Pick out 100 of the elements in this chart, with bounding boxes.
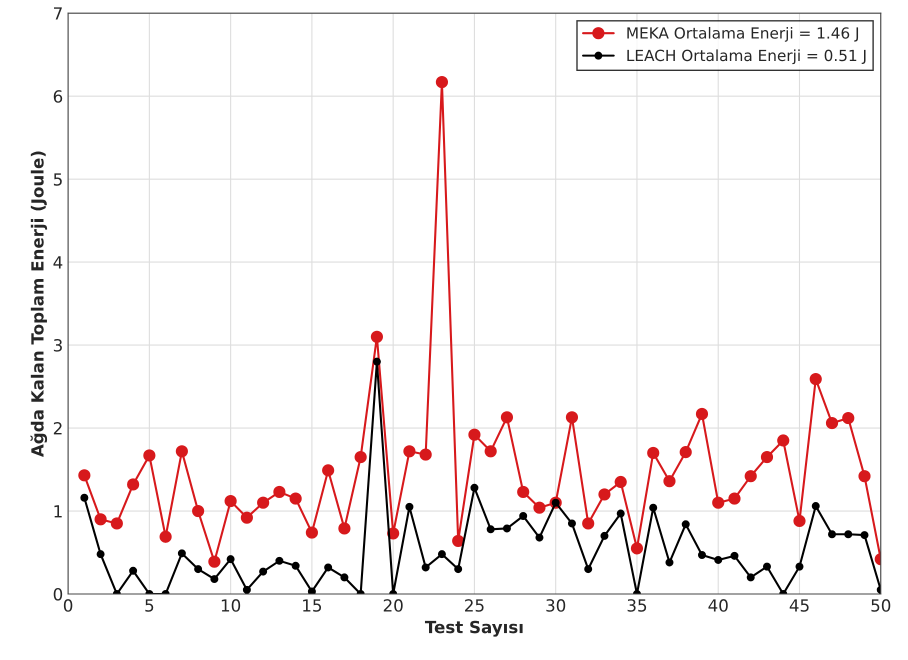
point bbox=[110, 517, 123, 530]
point bbox=[647, 446, 660, 460]
x-tick-label: 45 bbox=[790, 599, 809, 612]
point bbox=[502, 524, 511, 532]
x-tick-label: 35 bbox=[628, 599, 646, 612]
y-tick-label: 6 bbox=[54, 90, 62, 103]
point bbox=[665, 558, 674, 566]
point bbox=[178, 549, 186, 558]
point bbox=[828, 530, 836, 538]
point bbox=[614, 476, 627, 488]
point bbox=[242, 586, 251, 594]
point bbox=[96, 550, 105, 558]
point bbox=[338, 522, 350, 535]
point bbox=[438, 550, 446, 558]
point bbox=[744, 470, 757, 482]
y-tick-label: 5 bbox=[54, 173, 62, 186]
point bbox=[760, 451, 774, 464]
point bbox=[290, 492, 302, 505]
point bbox=[194, 565, 202, 574]
point bbox=[127, 478, 140, 491]
point bbox=[257, 496, 270, 509]
point bbox=[698, 551, 706, 559]
point bbox=[714, 556, 722, 564]
point bbox=[354, 451, 367, 464]
point bbox=[519, 512, 528, 520]
point bbox=[730, 552, 738, 560]
point bbox=[405, 502, 414, 511]
x-tick-label: 20 bbox=[384, 599, 403, 612]
point bbox=[273, 486, 286, 498]
y-tick-label: 1 bbox=[54, 505, 62, 518]
x-tick-label: 10 bbox=[222, 599, 240, 612]
point bbox=[468, 428, 481, 441]
point bbox=[240, 512, 253, 524]
point bbox=[630, 542, 644, 554]
point bbox=[80, 494, 88, 502]
x-tick-label: 15 bbox=[303, 599, 322, 612]
point bbox=[616, 510, 625, 518]
point bbox=[517, 486, 530, 498]
point bbox=[340, 573, 348, 582]
point bbox=[680, 446, 692, 458]
point bbox=[160, 530, 172, 543]
point bbox=[226, 555, 235, 564]
point bbox=[858, 470, 871, 482]
point bbox=[452, 534, 464, 547]
point bbox=[422, 563, 430, 572]
y-tick-label: 0 bbox=[54, 588, 62, 601]
point bbox=[826, 417, 838, 430]
x-axis-title: Test Sayısı bbox=[424, 620, 523, 637]
point bbox=[129, 566, 138, 575]
point bbox=[796, 562, 804, 571]
point bbox=[370, 330, 383, 343]
point bbox=[728, 492, 741, 505]
point bbox=[793, 514, 806, 528]
point bbox=[746, 573, 755, 582]
x-tick-label: 30 bbox=[546, 599, 566, 612]
point bbox=[224, 494, 237, 508]
point bbox=[844, 530, 852, 538]
point bbox=[454, 565, 462, 574]
point bbox=[777, 434, 790, 447]
point bbox=[78, 469, 90, 482]
point bbox=[208, 556, 220, 568]
point bbox=[810, 373, 822, 386]
point bbox=[308, 588, 316, 594]
legend-label: LEACH Ortalama Enerji = 0.51 J bbox=[627, 49, 866, 64]
point bbox=[762, 562, 771, 571]
legend-label: MEKA Ortalama Enerji = 1.46 J bbox=[627, 26, 858, 42]
point bbox=[210, 575, 218, 584]
point bbox=[663, 475, 676, 488]
point bbox=[812, 502, 820, 510]
x-tick-label: 0 bbox=[64, 599, 72, 612]
point bbox=[584, 565, 592, 574]
y-tick-label: 7 bbox=[54, 7, 62, 20]
point bbox=[486, 525, 495, 534]
point bbox=[533, 502, 546, 514]
point bbox=[470, 484, 478, 492]
point bbox=[682, 520, 690, 528]
point bbox=[259, 568, 268, 576]
point bbox=[649, 504, 658, 512]
y-tick-label: 4 bbox=[53, 256, 62, 268]
point bbox=[860, 531, 868, 540]
point bbox=[566, 411, 578, 424]
point bbox=[598, 488, 611, 501]
point bbox=[306, 526, 318, 539]
point bbox=[324, 563, 332, 572]
x-tick-label: 25 bbox=[465, 599, 484, 612]
y-axis-title: Ağda Kalan Toplam Enerji (Joule) bbox=[30, 152, 48, 458]
point bbox=[322, 464, 334, 476]
point bbox=[712, 496, 724, 509]
point bbox=[94, 513, 107, 526]
point bbox=[582, 517, 594, 530]
point bbox=[143, 449, 156, 462]
point bbox=[535, 534, 544, 542]
point bbox=[600, 532, 608, 540]
x-tick-label: 5 bbox=[145, 599, 154, 612]
point bbox=[372, 358, 381, 366]
point bbox=[568, 519, 576, 528]
y-tick-label: 2 bbox=[54, 422, 62, 434]
point bbox=[842, 412, 854, 424]
point bbox=[436, 76, 448, 88]
point bbox=[696, 408, 708, 420]
